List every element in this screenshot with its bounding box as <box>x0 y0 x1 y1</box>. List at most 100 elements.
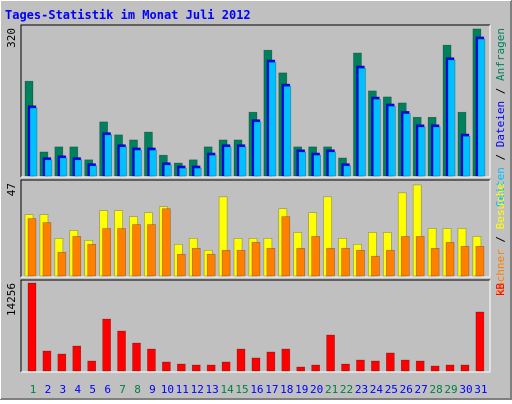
bar <box>149 149 157 177</box>
x-tick-label: 4 <box>74 383 81 396</box>
x-tick-label: 10 <box>161 383 174 396</box>
bar <box>462 135 471 177</box>
bar <box>281 348 291 372</box>
bar <box>177 253 186 277</box>
bar <box>57 353 67 372</box>
bar <box>208 154 217 177</box>
bar <box>371 360 380 372</box>
bar <box>134 149 142 177</box>
bar <box>373 98 381 177</box>
bar <box>298 151 307 177</box>
x-tick-label: 12 <box>191 383 204 396</box>
bar <box>27 218 37 277</box>
bar <box>266 351 276 372</box>
x-tick-label: 28 <box>429 383 442 396</box>
bar <box>415 236 425 277</box>
x-tick-label: 30 <box>459 383 472 396</box>
bar <box>415 360 425 372</box>
bar <box>238 146 247 177</box>
bar <box>296 247 306 277</box>
bar <box>400 236 410 277</box>
x-tick-label: 14 <box>220 383 234 396</box>
bar <box>341 247 350 277</box>
x-tick-label: 21 <box>325 383 338 396</box>
bar <box>311 236 320 277</box>
bar <box>432 126 441 177</box>
legend: kB <box>494 283 507 297</box>
bar <box>356 249 365 277</box>
bar <box>59 157 68 177</box>
bar <box>477 38 486 177</box>
x-tick-label: 6 <box>104 383 111 396</box>
bar <box>117 330 126 372</box>
bar <box>447 59 456 177</box>
bar <box>341 363 350 372</box>
chart-title: Tages-Statistik im Monat Juli 2012 <box>5 8 251 22</box>
bar <box>311 364 320 372</box>
legend-entry: Dateien <box>494 101 507 147</box>
x-tick-label: 18 <box>280 383 293 396</box>
bar <box>206 253 216 277</box>
x-tick-label: 1 <box>30 383 37 396</box>
bar <box>281 216 291 277</box>
bar <box>44 159 53 177</box>
x-tick-label: 23 <box>355 383 368 396</box>
panel-border <box>21 280 491 373</box>
x-tick-label: 25 <box>385 383 398 396</box>
x-tick-label: 19 <box>295 383 308 396</box>
legend: Rechner / Besuche <box>494 183 507 296</box>
bar <box>117 228 126 277</box>
bar <box>356 359 365 372</box>
bar <box>102 228 111 277</box>
bar <box>27 282 37 372</box>
x-tick-label: 16 <box>250 383 263 396</box>
bar <box>326 247 335 277</box>
panel-border <box>20 24 490 177</box>
bar <box>89 165 98 177</box>
bar <box>221 361 231 372</box>
bar <box>72 236 82 277</box>
bar <box>72 345 82 372</box>
bar <box>132 224 141 277</box>
bar <box>268 61 277 177</box>
bar <box>388 105 396 177</box>
legend-entry: Anfragen <box>494 28 507 81</box>
bar <box>251 242 261 277</box>
x-tick-label: 24 <box>370 383 384 396</box>
bar <box>191 364 201 372</box>
x-tick-label: 31 <box>474 383 487 396</box>
x-tick-label: 3 <box>60 383 67 396</box>
x-tick-label: 9 <box>149 383 156 396</box>
bar <box>475 246 485 277</box>
bar <box>283 85 292 177</box>
y-tick-label: 14256 <box>5 283 18 316</box>
bar <box>132 342 141 372</box>
panel-border <box>20 279 490 372</box>
bar <box>42 222 52 277</box>
bar <box>430 247 440 277</box>
bar <box>191 247 201 277</box>
panel-border <box>21 180 491 278</box>
bar <box>164 164 172 177</box>
x-tick-label: 8 <box>134 383 141 396</box>
bar <box>430 365 440 372</box>
bar <box>57 251 67 277</box>
y-tick-label: 320 <box>5 28 18 48</box>
bar <box>445 364 455 372</box>
bar <box>460 246 470 277</box>
bar <box>193 167 202 177</box>
x-tick-label: 26 <box>400 383 413 396</box>
bar <box>236 348 246 372</box>
panel-border <box>21 25 491 178</box>
bar <box>386 249 395 277</box>
bar <box>326 334 335 372</box>
x-tick-label: 11 <box>176 383 189 396</box>
legend-entry: Seiten <box>494 167 507 207</box>
bar <box>104 134 112 177</box>
bar <box>328 151 336 177</box>
bar <box>119 146 127 177</box>
panel-border <box>20 179 490 277</box>
bar <box>206 364 216 372</box>
